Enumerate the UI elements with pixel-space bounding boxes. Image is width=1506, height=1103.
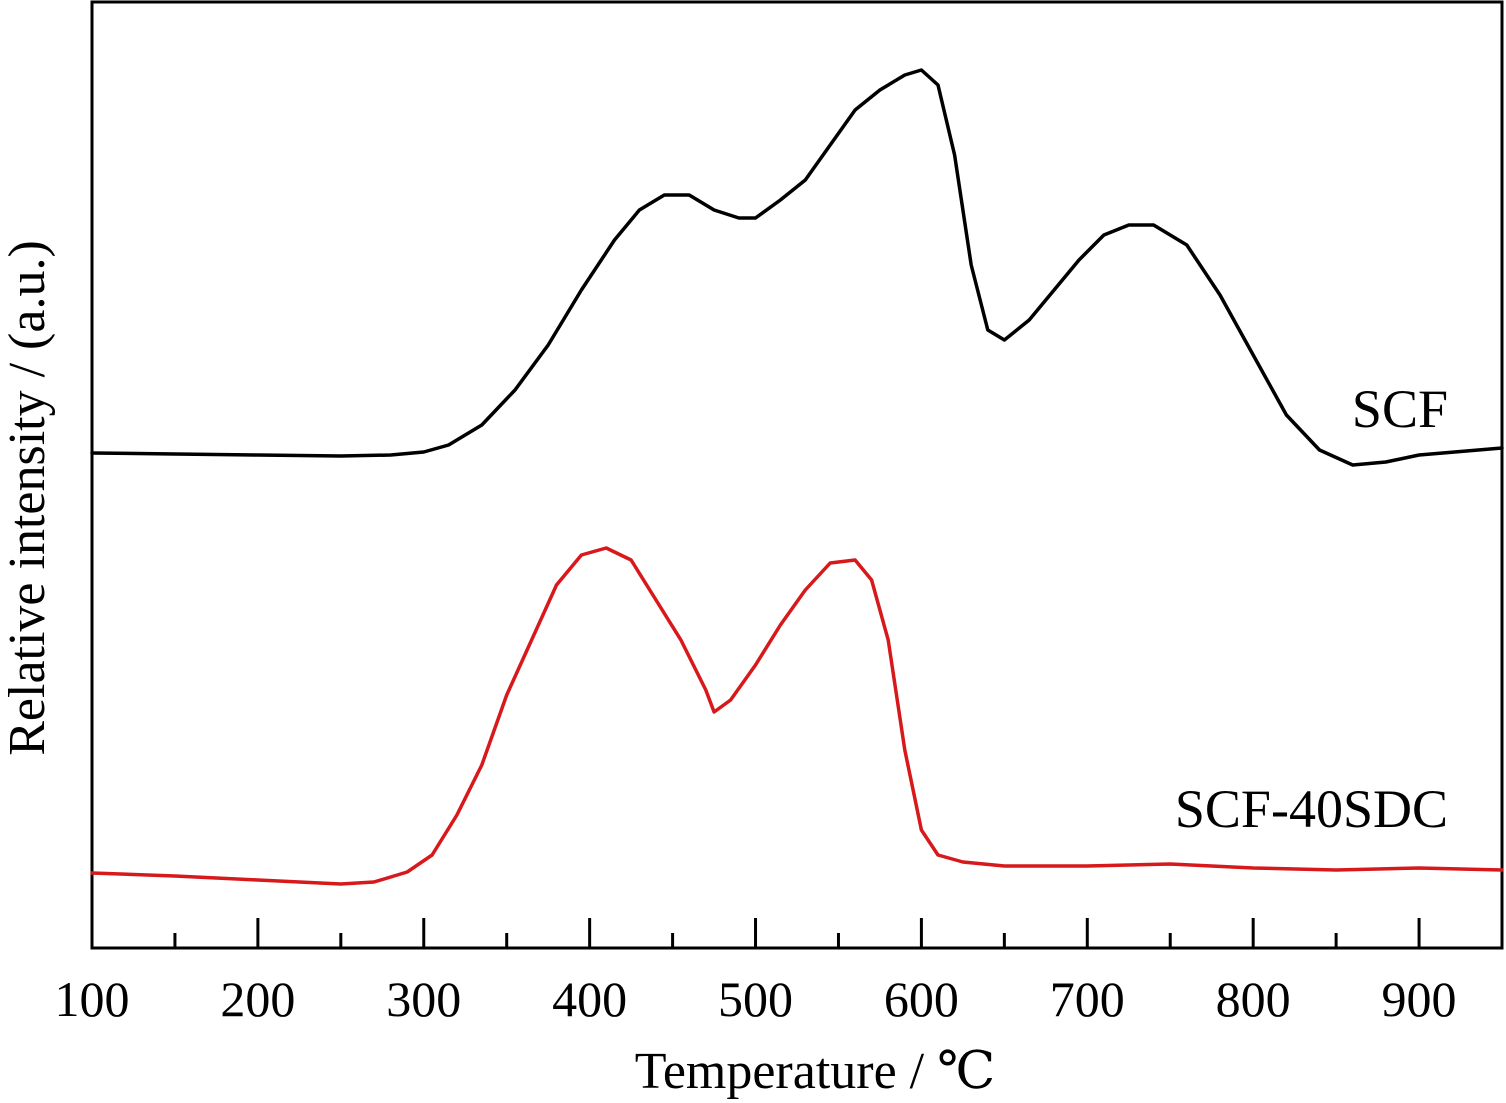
x-tick-label: 300 <box>386 971 461 1027</box>
series-line-scf-40sdc <box>90 546 1504 886</box>
series-label-scf-40sdc: SCF-40SDC <box>1175 779 1448 839</box>
series-layer <box>90 68 1504 886</box>
x-tick-label: 400 <box>552 971 627 1027</box>
x-tick-label: 600 <box>884 971 959 1027</box>
x-axis-title: Temperature / ℃ <box>635 1043 996 1100</box>
x-tick-label: 800 <box>1216 971 1291 1027</box>
x-axis-tick-labels: 100 200 300 400 500 600 700 800 900 <box>55 971 1457 1027</box>
series-line-scf <box>90 68 1504 467</box>
series-label-scf: SCF <box>1352 379 1448 439</box>
x-tick-label: 700 <box>1050 971 1125 1027</box>
series-labels: SCF SCF-40SDC <box>1175 379 1448 839</box>
x-tick-label: 500 <box>718 971 793 1027</box>
x-axis-ticks <box>90 918 1504 948</box>
x-tick-label: 900 <box>1382 971 1457 1027</box>
x-tick-label: 200 <box>220 971 295 1027</box>
x-tick-label: 100 <box>55 971 130 1027</box>
plot-frame <box>90 0 1504 950</box>
y-axis-title: Relative intensity / (a.u.) <box>0 240 56 756</box>
